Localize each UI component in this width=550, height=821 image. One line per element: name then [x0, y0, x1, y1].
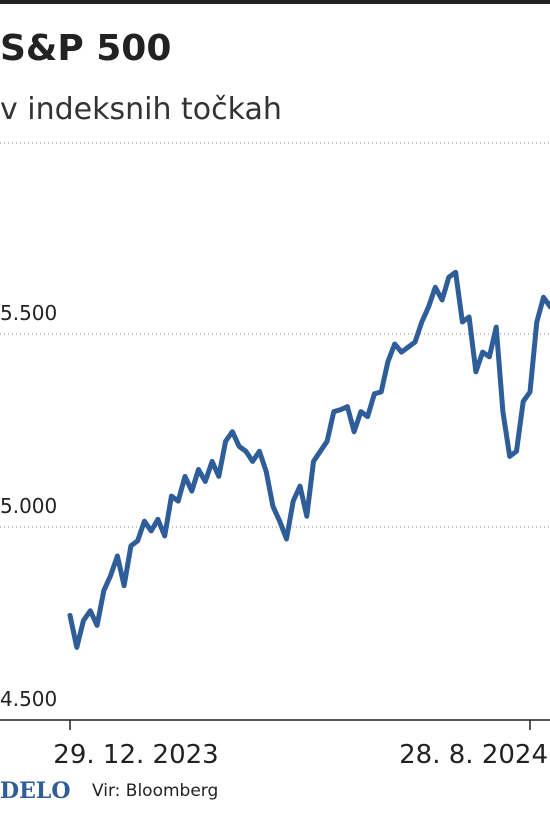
y-tick-label: 5.500	[0, 301, 57, 325]
chart-title: S&P 500	[0, 28, 171, 69]
chart-subtitle: v indeksnih točkah	[0, 92, 282, 127]
brand: DELO	[0, 778, 70, 804]
data-line	[67, 269, 550, 650]
x-tick-label: 28. 8. 2024	[399, 740, 548, 770]
top-rule	[0, 0, 550, 4]
x-tick-label: 29. 12. 2023	[53, 740, 218, 770]
source: Vir: Bloomberg	[92, 781, 218, 801]
y-tick-label: 5.000	[0, 494, 57, 518]
y-tick-label: 4.500	[0, 687, 57, 711]
